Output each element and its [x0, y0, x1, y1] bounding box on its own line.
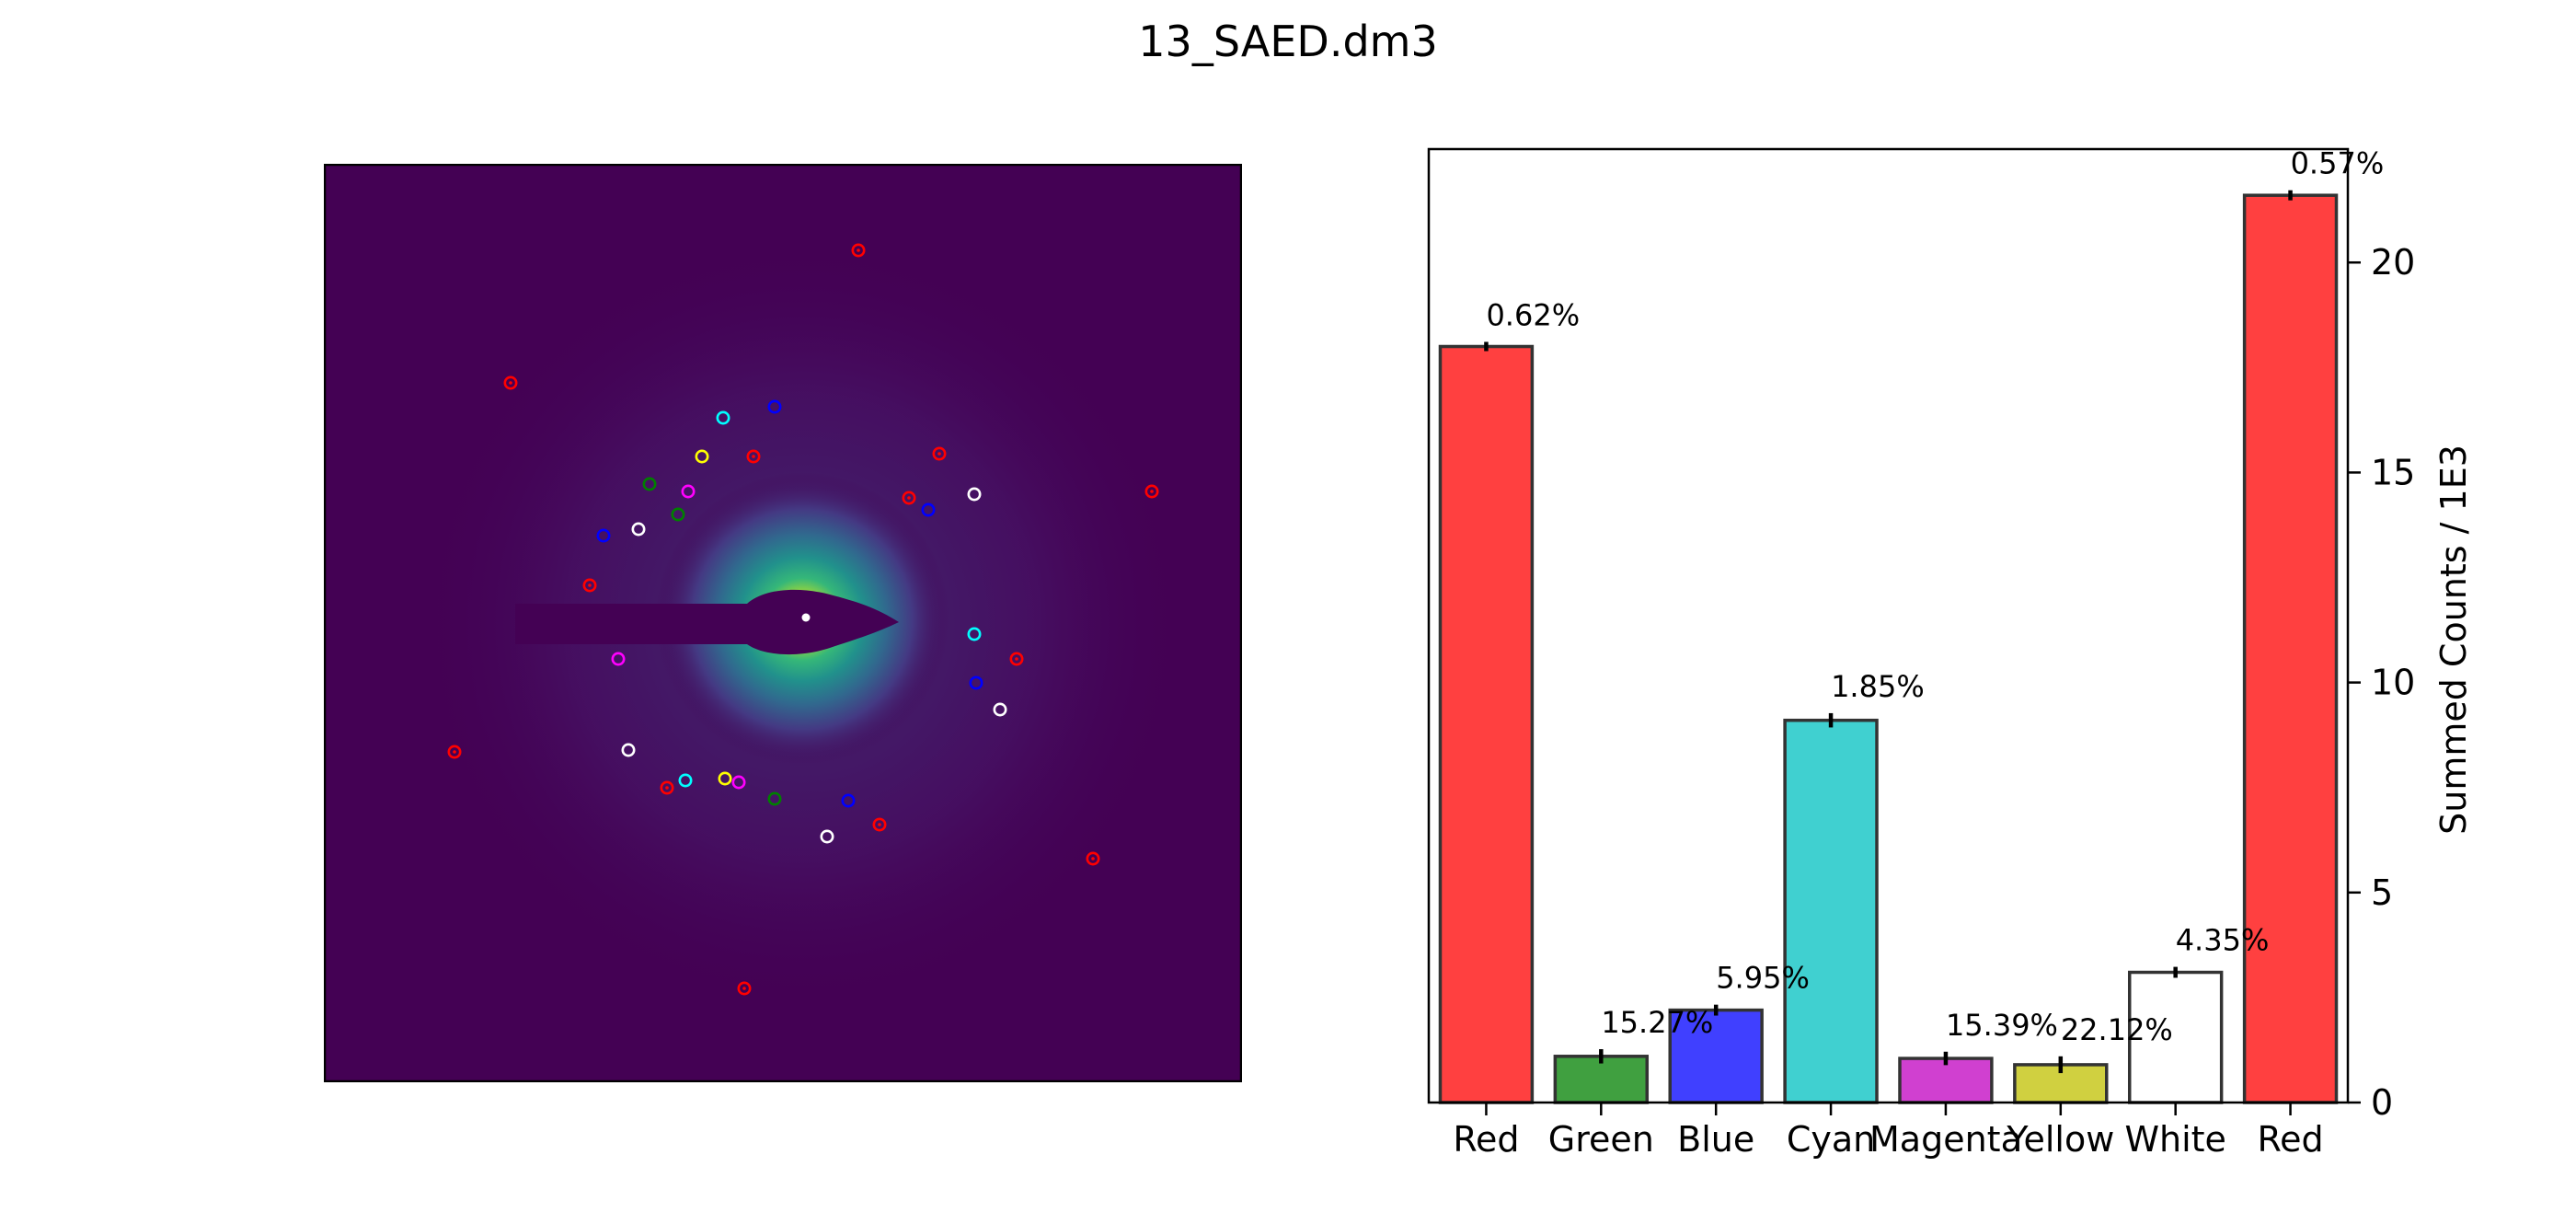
x-tick-label-5: Yellow [2006, 1119, 2114, 1160]
green-spot-marker [671, 507, 685, 522]
x-tick-label-7: Red [2257, 1119, 2323, 1160]
bar-cyan-3 [1783, 718, 1879, 1104]
red-spot-center [878, 823, 881, 826]
magenta-spot-marker [731, 775, 746, 790]
y-tick-label-2: 10 [2371, 663, 2415, 703]
red-spot-center [509, 381, 512, 385]
white-spot-marker [967, 487, 982, 502]
red-spot-center [453, 750, 456, 754]
red-spot-marker [660, 780, 674, 795]
y-tick-label-4: 20 [2371, 242, 2415, 283]
red-spot-center [752, 455, 755, 458]
red-spot-center [857, 248, 860, 252]
bar-green-1 [1553, 1055, 1650, 1104]
blue-spot-marker [767, 399, 782, 414]
blue-spot-marker [841, 793, 856, 808]
magenta-spot-marker [611, 652, 626, 666]
blue-spot-marker [921, 502, 936, 517]
image-frame [324, 164, 1242, 1082]
bar-annotation-3: 1.85% [1831, 669, 1925, 704]
white-spot-marker [621, 743, 636, 757]
bar-red-7 [2242, 193, 2339, 1104]
bar-annotation-0: 0.62% [1486, 297, 1580, 332]
red-spot-marker [746, 449, 761, 464]
figure-title: 13_SAED.dm3 [1138, 17, 1438, 66]
red-spot-center [742, 987, 746, 990]
red-spot-marker [1144, 484, 1159, 499]
white-spot-marker [820, 829, 834, 844]
y-tick-label-0: 0 [2371, 1082, 2393, 1123]
x-tick-label-3: Cyan [1787, 1119, 1875, 1160]
y-axis-label: Summed Counts / 1E3 [2433, 445, 2474, 835]
yellow-spot-marker [695, 449, 709, 464]
red-spot-marker [1086, 851, 1100, 866]
red-spot-marker [582, 578, 597, 593]
direct-beam-marker [801, 613, 811, 622]
yellow-spot-marker [718, 771, 732, 786]
spot-markers [447, 243, 1159, 996]
x-tick-label-0: Red [1453, 1119, 1519, 1160]
red-spot-center [1150, 490, 1154, 493]
red-spot-marker [1009, 652, 1024, 666]
blue-spot-marker [969, 676, 983, 690]
green-spot-marker [642, 477, 657, 491]
bar-blue-2 [1668, 1008, 1764, 1104]
white-spot-marker [631, 522, 646, 537]
y-tick-label-3: 15 [2371, 452, 2415, 492]
bar-annotation-2: 5.95% [1716, 961, 1810, 996]
x-tick-label-2: Blue [1677, 1119, 1754, 1160]
x-tick-label-6: White [2124, 1119, 2226, 1160]
red-spot-center [937, 452, 941, 456]
blue-spot-marker [596, 528, 611, 543]
cyan-spot-marker [678, 773, 693, 788]
red-spot-center [665, 786, 669, 790]
bar-red-0 [1438, 344, 1535, 1104]
chart-frame [1427, 147, 2350, 1104]
x-tick-label-4: Magenta [1869, 1119, 2022, 1160]
bar-annotation-5: 22.12% [2061, 1012, 2173, 1047]
x-tick-label-1: Green [1548, 1119, 1654, 1160]
red-spot-marker [503, 375, 518, 390]
beam-stop [515, 589, 899, 655]
cyan-spot-marker [716, 410, 730, 425]
bar-annotation-6: 4.35% [2176, 923, 2270, 958]
magenta-spot-marker [681, 484, 696, 499]
red-spot-marker [872, 817, 887, 832]
red-spot-marker [932, 446, 947, 461]
cyan-spot-marker [967, 627, 982, 641]
red-spot-marker [737, 981, 752, 996]
red-spot-center [1091, 857, 1095, 860]
red-spot-center [588, 583, 592, 587]
red-spot-center [907, 496, 911, 500]
red-spot-marker [851, 243, 866, 258]
bar-annotation-7: 0.57% [2291, 146, 2385, 181]
bar-annotation-4: 15.39% [1946, 1008, 2058, 1043]
red-spot-center [1015, 657, 1018, 661]
bar-annotation-1: 15.27% [1601, 1005, 1713, 1040]
white-spot-marker [993, 702, 1007, 717]
diffraction-pattern-image [324, 164, 1242, 1082]
green-spot-marker [767, 791, 782, 806]
red-spot-marker [447, 745, 462, 759]
red-spot-marker [902, 491, 916, 505]
y-tick-label-1: 5 [2371, 872, 2393, 913]
